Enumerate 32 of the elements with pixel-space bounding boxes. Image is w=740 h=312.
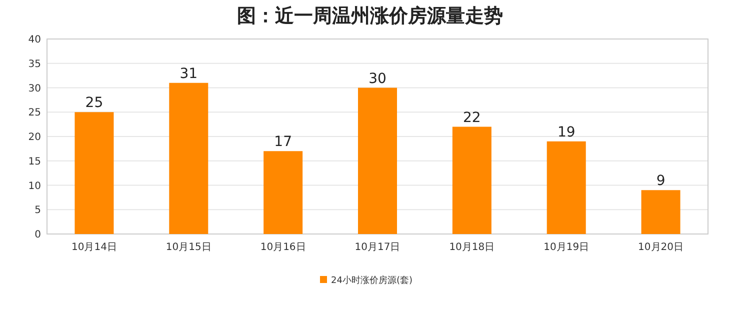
bar bbox=[169, 82, 208, 234]
data-label: 19 bbox=[557, 124, 576, 140]
y-tick-label: 20 bbox=[28, 132, 41, 143]
x-tick-label: 10月19日 bbox=[544, 242, 590, 253]
data-label: 17 bbox=[274, 134, 292, 150]
y-tick-label: 10 bbox=[28, 180, 41, 192]
x-tick-label: 10月18日 bbox=[449, 242, 495, 253]
bar bbox=[358, 88, 397, 234]
data-label: 9 bbox=[656, 173, 666, 190]
data-label: 22 bbox=[463, 110, 481, 126]
y-tick-label: 5 bbox=[34, 205, 41, 216]
y-tick-label: 25 bbox=[28, 108, 41, 119]
bar bbox=[452, 126, 492, 234]
y-tick-label: 15 bbox=[28, 156, 41, 168]
y-tick-label: 35 bbox=[28, 58, 41, 70]
y-tick-label: 40 bbox=[28, 34, 41, 46]
x-tick-label: 10月20日 bbox=[638, 242, 684, 253]
data-label: 25 bbox=[85, 95, 104, 112]
x-tick-label: 10月14日 bbox=[71, 242, 117, 253]
bar bbox=[546, 141, 586, 234]
legend-label: 24小时涨价房源(套) bbox=[331, 275, 412, 286]
data-label: 30 bbox=[368, 70, 386, 87]
x-tick-label: 10月15日 bbox=[166, 242, 212, 253]
y-tick-label: 0 bbox=[34, 230, 41, 240]
bar bbox=[264, 151, 303, 234]
bar bbox=[641, 190, 680, 234]
chart-title: 图：近一周温州涨价房源量走势 bbox=[237, 5, 503, 27]
bar bbox=[74, 112, 114, 234]
x-tick-label: 10月16日 bbox=[260, 242, 306, 253]
y-tick-label: 30 bbox=[28, 83, 41, 94]
x-tick-label: 10月17日 bbox=[354, 242, 400, 253]
data-label: 31 bbox=[180, 66, 198, 82]
